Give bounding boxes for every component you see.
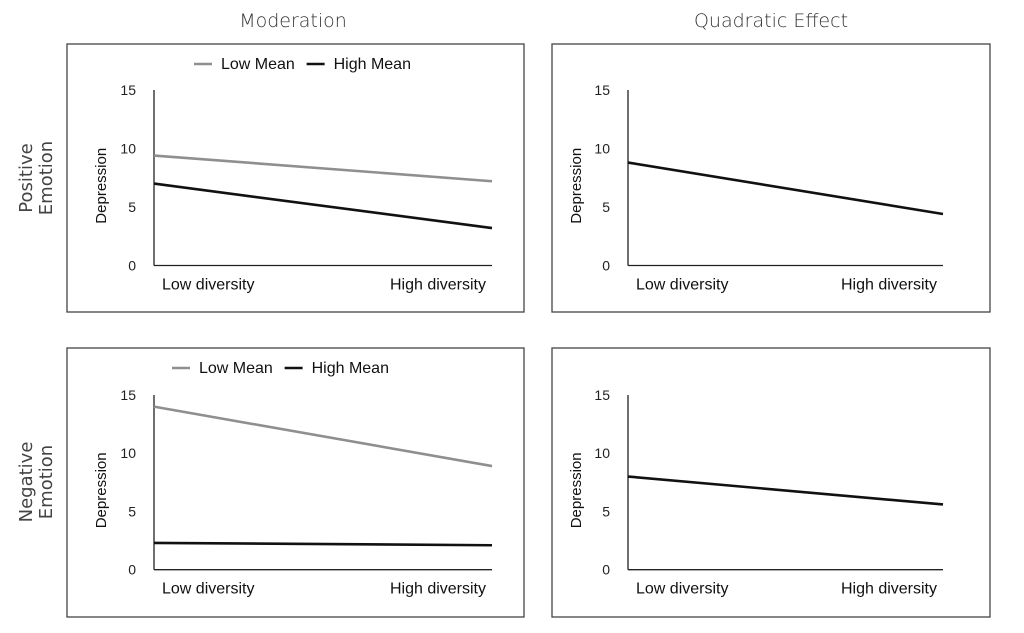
series-line-high-mean <box>153 182 493 230</box>
y-axis-label: Depression <box>568 452 585 528</box>
legend-label: High Mean <box>334 56 411 73</box>
row-title-line: Negative <box>16 442 37 523</box>
y-tick-label: 10 <box>594 141 610 157</box>
row-title-positive: Positive Emotion <box>16 141 57 215</box>
y-tick-label: 0 <box>128 258 136 274</box>
y-tick-label: 0 <box>602 562 610 578</box>
x-category-label: Low diversity <box>636 581 728 598</box>
y-tick-label: 5 <box>128 199 136 215</box>
y-tick-label: 15 <box>594 387 610 403</box>
y-tick-label: 5 <box>602 199 610 215</box>
series-line-low-mean <box>153 154 493 183</box>
y-tick-label: 10 <box>120 141 136 157</box>
x-category-label: Low diversity <box>636 277 728 294</box>
y-tick-label: 5 <box>602 503 610 519</box>
y-tick-label: 10 <box>120 445 136 461</box>
y-tick-label: 15 <box>120 387 136 403</box>
legend-label: Low Mean <box>199 360 273 377</box>
legend-label: High Mean <box>312 360 389 377</box>
y-tick-label: 10 <box>594 445 610 461</box>
panel-positive-quadratic: 0 5 10 15 Low diversity High diversity Depress… <box>551 43 991 313</box>
x-category-label: Low diversity <box>162 277 254 294</box>
panel-negative-moderation: 0 5 10 15 Low diversity High diversity Depress… <box>66 347 525 618</box>
y-tick-label: 15 <box>594 82 610 98</box>
legend: Low Mean High Mean <box>172 360 389 377</box>
y-axis-label: Depression <box>568 148 585 224</box>
column-title-quadratic: Quadratic Effect <box>694 10 848 32</box>
series-line-high-mean <box>153 541 493 547</box>
row-title-line: Positive <box>16 143 37 212</box>
panel-frame <box>66 347 525 618</box>
y-tick-label: 0 <box>128 562 136 578</box>
panel-frame <box>551 43 991 313</box>
y-tick-label: 15 <box>120 82 136 98</box>
column-title-moderation: Moderation <box>239 10 347 32</box>
x-category-label: High diversity <box>390 581 486 598</box>
legend: Low Mean High Mean <box>194 56 411 73</box>
legend-label: Low Mean <box>221 56 295 73</box>
panel-positive-moderation: 0 5 10 15 Low diversity High diversity Depress… <box>66 43 525 313</box>
row-title-negative: Negative Emotion <box>16 442 57 523</box>
row-title-line: Emotion <box>36 445 57 519</box>
x-category-label: Low diversity <box>162 581 254 598</box>
series-line-depression <box>627 161 944 216</box>
y-axis-label: Depression <box>93 452 110 528</box>
panel-frame <box>551 347 991 618</box>
y-tick-label: 0 <box>602 258 610 274</box>
series-line-depression <box>627 475 944 506</box>
y-tick-label: 5 <box>128 503 136 519</box>
row-title-line: Emotion <box>36 141 57 215</box>
series-line-low-mean <box>153 405 493 468</box>
panel-negative-quadratic: 0 5 10 15 Low diversity High diversity Depress… <box>551 347 991 618</box>
x-category-label: High diversity <box>841 277 937 294</box>
x-category-label: High diversity <box>390 277 486 294</box>
x-category-label: High diversity <box>841 581 937 598</box>
y-axis-label: Depression <box>93 148 110 224</box>
